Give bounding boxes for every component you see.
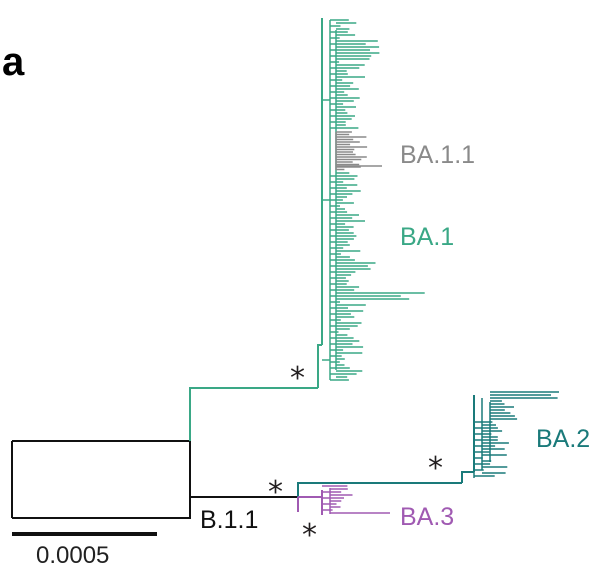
ba1-stem (189, 18, 323, 441)
support-star-ba2: * (428, 451, 443, 486)
support-star-ba1: * (290, 361, 305, 396)
ba2-tips (473, 391, 559, 478)
ba11-tips (335, 131, 382, 171)
ba3-tips (322, 485, 390, 514)
panel-letter: a (2, 40, 25, 84)
scale-bar-label: 0.0005 (36, 542, 109, 569)
label-ba1: BA.1 (400, 223, 454, 251)
label-b11: B.1.1 (200, 506, 258, 534)
support-star-ba3: * (302, 518, 317, 553)
label-ba3: BA.3 (400, 503, 454, 531)
ba1-tips (322, 19, 425, 381)
label-ba2: BA.2 (536, 425, 590, 453)
support-star-ba2-ba3: * (268, 475, 283, 510)
ba3-stem (297, 490, 323, 515)
b11-branch (12, 497, 191, 519)
ba2-stem (297, 395, 475, 497)
label-ba11: BA.1.1 (400, 141, 475, 169)
